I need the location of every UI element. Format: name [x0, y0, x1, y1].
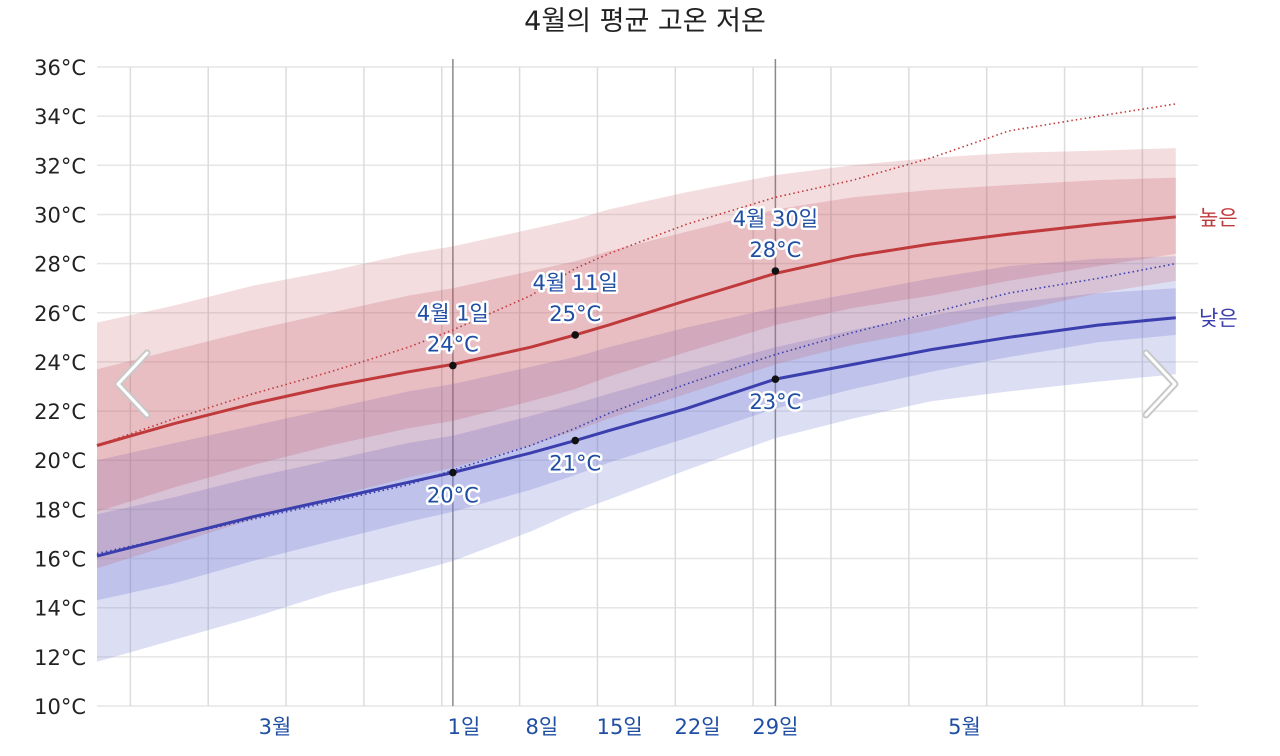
- y-tick-label: 16°C: [34, 548, 86, 572]
- x-tick-label: 1일: [448, 715, 481, 739]
- prev-button[interactable]: [108, 345, 158, 421]
- data-point-marker: [771, 267, 780, 275]
- y-axis: 10°C 12°C 14°C 16°C 18°C 20°C 22°C 24°C 26°C 28°C…: [34, 56, 86, 719]
- y-tick-label: 20°C: [34, 449, 86, 473]
- annotation-value: 23°C: [749, 390, 801, 414]
- grid: [97, 59, 1198, 707]
- annotation-value: 20°C: [427, 484, 479, 508]
- annotation-date: 4월 30일: [733, 207, 818, 231]
- chart-title: 4월의 평균 고온 저온: [524, 6, 766, 37]
- annotation-value: 25°C: [549, 302, 601, 326]
- bands: [97, 148, 1176, 662]
- high-band-inner: [97, 177, 1176, 512]
- y-tick-label: 22°C: [34, 400, 86, 424]
- x-tick-label: 22일: [675, 715, 721, 739]
- x-tick-label: 15일: [597, 715, 643, 739]
- high-series-label: 높은: [1199, 206, 1238, 230]
- y-tick-label: 24°C: [34, 351, 86, 375]
- annotation-date: 4월 11일: [533, 271, 618, 295]
- annotation-value: 24°C: [427, 333, 479, 357]
- y-tick-label: 28°C: [34, 253, 86, 277]
- y-tick-label: 14°C: [34, 597, 86, 621]
- data-point-marker: [771, 375, 780, 383]
- x-tick-label: 8일: [526, 715, 559, 739]
- y-tick-label: 30°C: [34, 203, 86, 227]
- x-tick-label: 3월: [259, 715, 292, 739]
- y-tick-label: 18°C: [34, 498, 86, 522]
- low-series-label: 낮은: [1199, 307, 1238, 331]
- data-point-marker: [571, 436, 580, 445]
- y-tick-label: 34°C: [34, 105, 86, 129]
- y-tick-label: 32°C: [34, 154, 86, 178]
- high-mean-line: [96, 215, 1176, 447]
- y-tick-label: 12°C: [34, 646, 86, 670]
- x-axis: 3월 1일 8일 15일 22일 29일 5월: [259, 715, 981, 739]
- data-point-marker: [449, 468, 457, 477]
- annotation-date: 4월 1일: [417, 302, 489, 326]
- annotation-value: 28°C: [749, 238, 801, 262]
- data-point-marker: [571, 331, 580, 339]
- low-band-outer: [97, 256, 1176, 662]
- low-band-inner: [97, 288, 1176, 601]
- y-tick-label: 10°C: [34, 695, 86, 719]
- high-band-outer: [97, 148, 1176, 569]
- x-tick-label: 29일: [752, 715, 798, 739]
- annotation-value: 21°C: [549, 452, 601, 476]
- x-tick-label: 5월: [948, 715, 981, 739]
- data-point-marker: [449, 361, 457, 370]
- low-record-line: [96, 262, 1176, 555]
- lines: [96, 103, 1176, 558]
- low-mean-line: [96, 316, 1176, 558]
- y-tick-label: 26°C: [34, 302, 86, 326]
- next-button[interactable]: [1134, 345, 1184, 421]
- annotations: 24°C 4월 1일 25°C 4월 11일 28°C 4월 30일 20°C 21°C 23°…: [414, 204, 820, 510]
- y-tick-label: 36°C: [34, 56, 86, 80]
